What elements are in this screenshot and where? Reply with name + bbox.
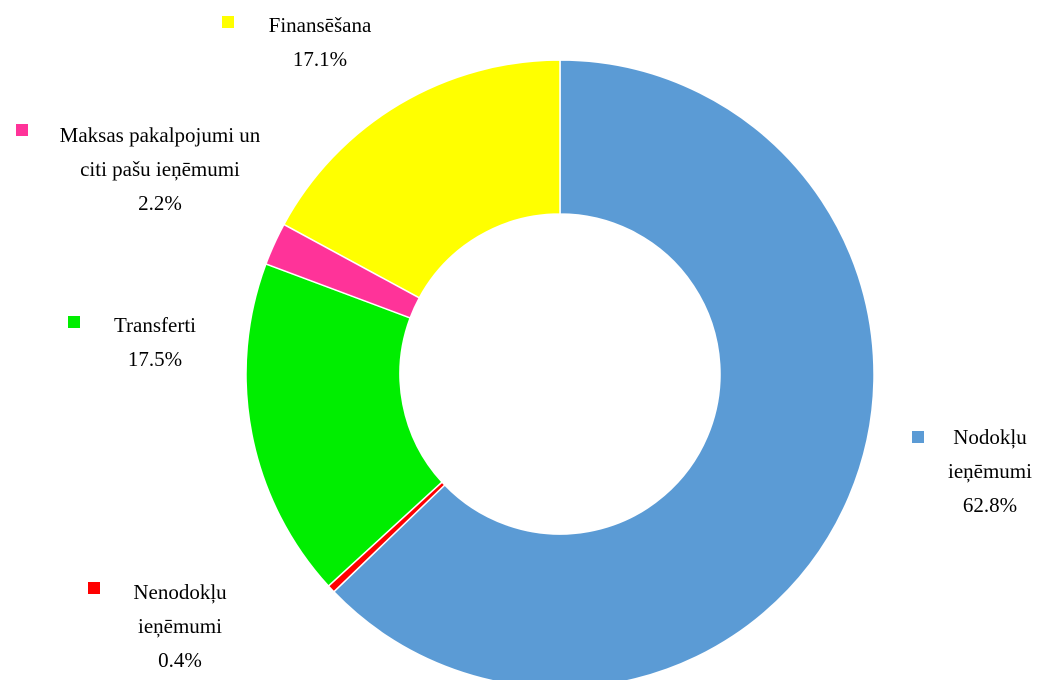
value-label: 2.2%: [138, 191, 182, 215]
legend-swatch: [16, 124, 28, 136]
category-label: Maksas pakalpojumi un citi pašu ieņēmumi: [59, 123, 261, 181]
legend-swatch: [68, 316, 80, 328]
slice-label: Finansēšana 17.1%: [240, 8, 400, 76]
slice-label: Nenodokļu ieņēmumi 0.4%: [110, 575, 250, 677]
legend-swatch: [222, 16, 234, 28]
category-label: Transferti: [113, 313, 197, 337]
value-label: 62.8%: [962, 493, 1018, 517]
category-label: Finansēšana: [268, 13, 372, 37]
legend-swatch: [88, 582, 100, 594]
donut-slice: [332, 59, 875, 680]
slice-label: Transferti 17.5%: [85, 308, 225, 376]
category-label: Nodokļu ieņēmumi: [948, 425, 1032, 483]
donut-slice: [245, 262, 444, 588]
donut-slice: [282, 59, 561, 299]
legend-swatch: [912, 431, 924, 443]
value-label: 17.5%: [127, 347, 183, 371]
value-label: 0.4%: [158, 648, 202, 672]
value-label: 17.1%: [292, 47, 348, 71]
category-label: Nenodokļu ieņēmumi: [133, 580, 227, 638]
slice-label: Maksas pakalpojumi un citi pašu ieņēmumi…: [45, 118, 275, 220]
slice-label: Nodokļu ieņēmumi 62.8%: [925, 420, 1055, 522]
